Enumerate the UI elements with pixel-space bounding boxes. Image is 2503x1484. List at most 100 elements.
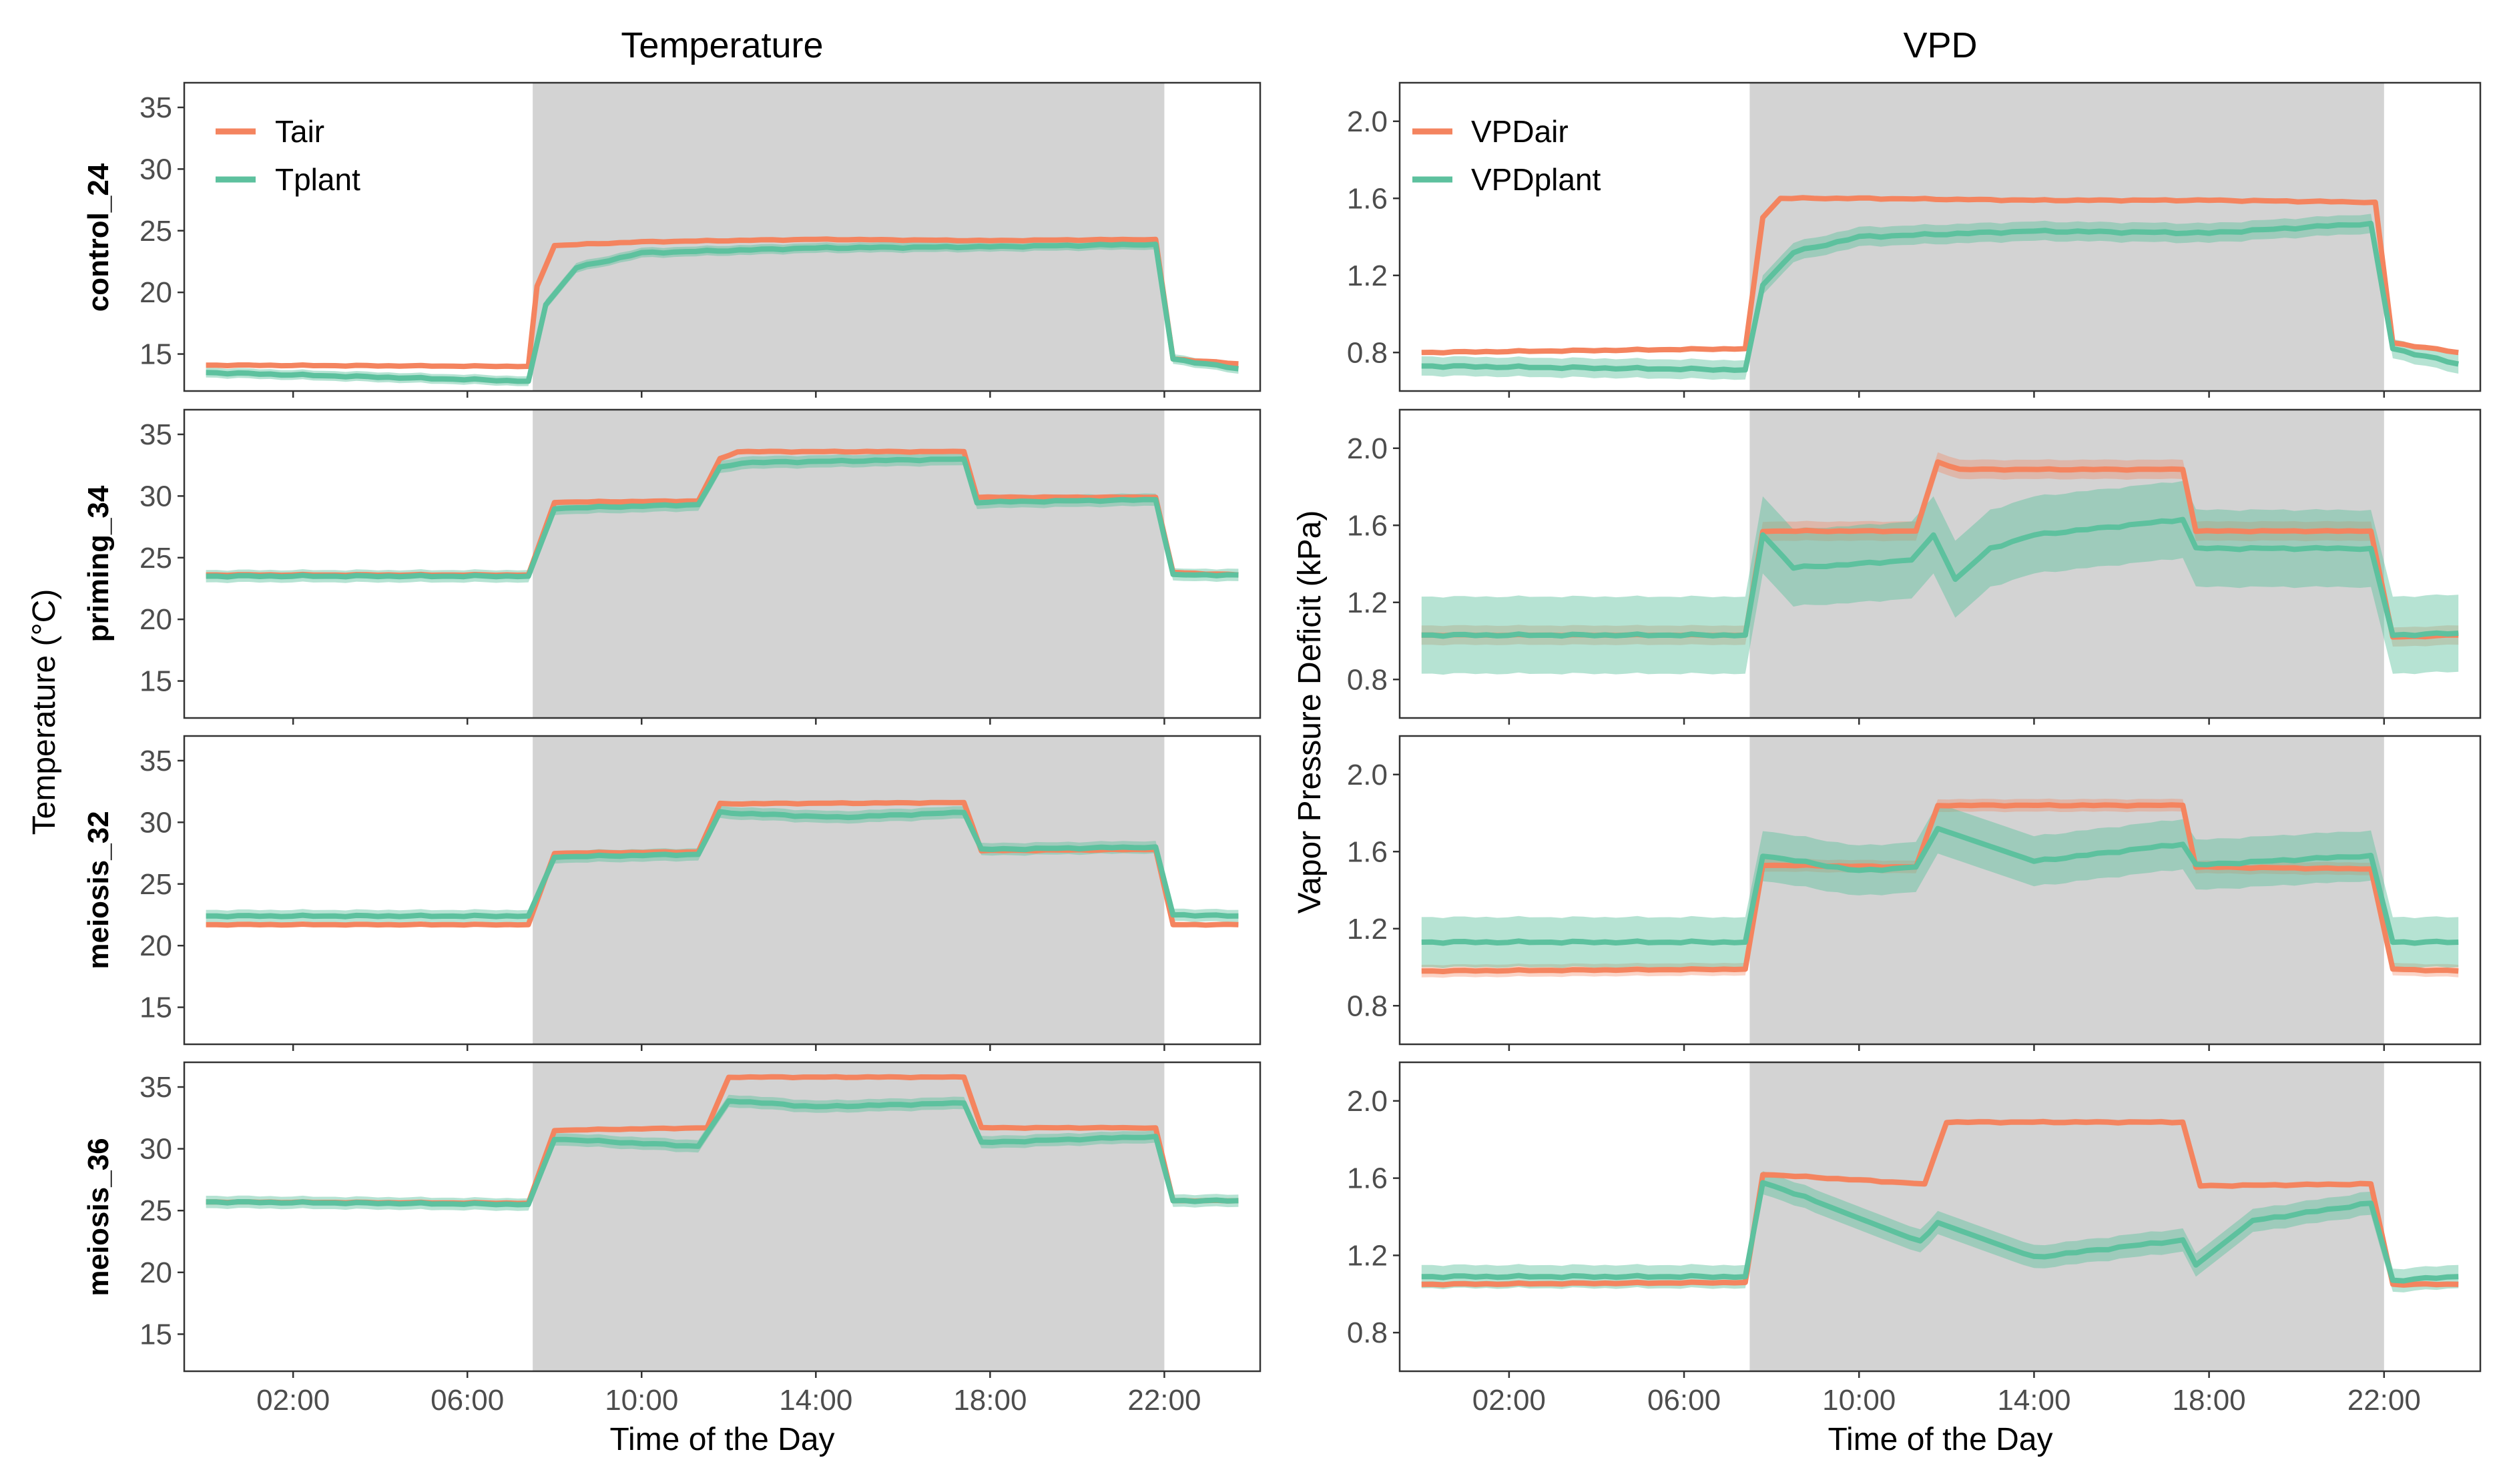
y-tick-label-temperature-meiosis_36: 35 — [140, 1071, 172, 1104]
x-tick-label-vpd: 02:00 — [1472, 1384, 1546, 1417]
series-group-vpd-priming_34 — [1421, 452, 2459, 675]
y-tick-label-vpd-priming_34: 1.6 — [1347, 509, 1388, 542]
panel-border-vpd-priming_34 — [1398, 408, 2482, 719]
line-vpdair-control_24 — [1421, 195, 2459, 356]
row-label-meiosis_32: meiosis_32 — [82, 811, 115, 969]
y-tick-label-temperature-meiosis_32: 20 — [140, 930, 172, 962]
y-tick-label-vpd-priming_34: 0.8 — [1347, 663, 1388, 696]
y-tick-label-vpd-meiosis_32: 2.0 — [1347, 759, 1388, 791]
shaded-period-temperature-control_24 — [533, 83, 1165, 391]
panel-border-vpd-meiosis_36 — [1398, 1061, 2482, 1373]
y-tick-label-temperature-control_24: 35 — [140, 91, 172, 124]
shaded-period-temperature-meiosis_32 — [533, 736, 1165, 1044]
y-tick-label-temperature-priming_34: 15 — [140, 665, 172, 698]
legend-vpd: VPDair VPDplant — [1412, 114, 1601, 197]
line-vpdplant-meiosis_36 — [1421, 1180, 2459, 1284]
y-tick-label-temperature-priming_34: 30 — [140, 480, 172, 512]
panel-border-temperature-meiosis_36 — [183, 1061, 1262, 1373]
x-tick-label-vpd: 14:00 — [1997, 1384, 2070, 1417]
y-tick-label-vpd-meiosis_36: 1.6 — [1347, 1162, 1388, 1195]
y-tick-label-vpd-control_24: 0.8 — [1347, 336, 1388, 369]
y-tick-label-temperature-meiosis_36: 20 — [140, 1256, 172, 1289]
band-tplant-meiosis_32 — [206, 805, 1239, 923]
y-tick-label-vpd-meiosis_36: 2.0 — [1347, 1085, 1388, 1118]
y-tick-label-temperature-control_24: 20 — [140, 276, 172, 309]
y-tick-label-temperature-meiosis_32: 25 — [140, 868, 172, 901]
band-tplant-meiosis_36 — [206, 1094, 1239, 1211]
series-group-vpd-control_24 — [1421, 195, 2459, 380]
band-tplant-priming_34 — [206, 452, 1239, 583]
x-tick-label-temperature: 22:00 — [1127, 1384, 1201, 1417]
x-tick-label-vpd: 18:00 — [2173, 1384, 2246, 1417]
panel-border-vpd-meiosis_32 — [1398, 735, 2482, 1046]
x-tick-label-temperature: 10:00 — [605, 1384, 678, 1417]
y-axis-title-temperature: Temperature (°C) — [27, 589, 62, 835]
line-tplant-meiosis_32 — [206, 809, 1239, 919]
x-tick-label-temperature: 14:00 — [779, 1384, 852, 1417]
y-tick-label-vpd-meiosis_32: 0.8 — [1347, 990, 1388, 1022]
y-tick-label-vpd-priming_34: 2.0 — [1347, 432, 1388, 465]
row-label-control_24: control_24 — [82, 163, 115, 312]
row-label-meiosis_36: meiosis_36 — [82, 1138, 115, 1296]
column-title-temperature: Temperature — [621, 25, 823, 65]
series-group-vpd-meiosis_36 — [1421, 1118, 2459, 1292]
column-title-vpd: VPD — [1903, 25, 1977, 65]
legend-label-tplant: Tplant — [275, 162, 360, 197]
line-tair-control_24 — [206, 236, 1239, 370]
y-tick-label-temperature-control_24: 15 — [140, 338, 172, 371]
y-tick-label-temperature-meiosis_36: 15 — [140, 1318, 172, 1351]
x-axis-title-temperature: Time of the Day — [609, 1422, 834, 1457]
x-tick-label-vpd: 22:00 — [2347, 1384, 2421, 1417]
line-vpdplant-priming_34 — [1421, 516, 2459, 639]
x-tick-label-vpd: 06:00 — [1647, 1384, 1721, 1417]
legend-temperature: Tair Tplant — [216, 114, 360, 197]
line-tplant-control_24 — [206, 242, 1239, 384]
y-tick-label-temperature-control_24: 25 — [140, 215, 172, 248]
band-tplant-control_24 — [206, 239, 1239, 386]
y-tick-label-vpd-meiosis_32: 1.2 — [1347, 913, 1388, 946]
band-vpdplant-meiosis_32 — [1421, 803, 2459, 969]
shaded-period-temperature-meiosis_36 — [533, 1062, 1165, 1371]
band-vpdair-priming_34 — [1421, 452, 2459, 647]
panel-border-vpd-control_24 — [1398, 81, 2482, 392]
shaded-period-vpd-meiosis_32 — [1749, 736, 2384, 1044]
y-tick-label-temperature-meiosis_36: 25 — [140, 1194, 172, 1227]
y-tick-label-temperature-priming_34: 35 — [140, 418, 172, 451]
legend-label-vpdplant: VPDplant — [1471, 162, 1601, 197]
legend-label-tair: Tair — [275, 114, 324, 149]
y-tick-label-vpd-meiosis_36: 0.8 — [1347, 1317, 1388, 1349]
series-group-temperature-priming_34 — [206, 448, 1239, 583]
y-tick-label-temperature-meiosis_32: 15 — [140, 992, 172, 1024]
y-axis-title-vpd: Vapor Pressure Deficit (kPa) — [1292, 510, 1328, 914]
series-group-temperature-control_24 — [206, 236, 1239, 386]
line-vpdplant-meiosis_32 — [1421, 825, 2459, 946]
x-tick-label-temperature: 02:00 — [256, 1384, 330, 1417]
y-tick-label-vpd-priming_34: 1.2 — [1347, 587, 1388, 619]
line-vpdair-meiosis_36 — [1421, 1118, 2459, 1288]
panel-border-temperature-control_24 — [183, 81, 1262, 392]
series-group-temperature-meiosis_36 — [206, 1074, 1239, 1211]
row-label-priming_34: priming_34 — [82, 485, 115, 642]
y-tick-label-temperature-control_24: 30 — [140, 153, 172, 186]
y-tick-label-temperature-meiosis_32: 30 — [140, 806, 172, 839]
x-tick-label-temperature: 18:00 — [953, 1384, 1027, 1417]
x-axis-title-vpd: Time of the Day — [1828, 1422, 2052, 1457]
panels: 15 20 25 30 35 15 20 25 30 35 15 20 25 30 35 15 20 25 30 35… — [140, 81, 2482, 1417]
y-tick-label-temperature-meiosis_36: 30 — [140, 1133, 172, 1166]
line-tplant-priming_34 — [206, 456, 1239, 580]
y-tick-label-vpd-meiosis_36: 1.2 — [1347, 1239, 1388, 1272]
series-group-vpd-meiosis_32 — [1421, 798, 2459, 978]
panel-border-temperature-meiosis_32 — [183, 735, 1262, 1046]
y-tick-label-temperature-priming_34: 25 — [140, 542, 172, 575]
y-tick-label-vpd-meiosis_32: 1.6 — [1347, 835, 1388, 868]
series-group-temperature-meiosis_32 — [206, 799, 1239, 928]
x-tick-label-vpd: 10:00 — [1822, 1384, 1896, 1417]
y-tick-label-vpd-control_24: 1.6 — [1347, 182, 1388, 215]
panel-border-temperature-priming_34 — [183, 408, 1262, 719]
x-tick-label-temperature: 06:00 — [431, 1384, 504, 1417]
y-tick-label-temperature-priming_34: 20 — [140, 603, 172, 636]
line-vpdplant-control_24 — [1421, 220, 2459, 373]
y-tick-label-temperature-meiosis_32: 35 — [140, 745, 172, 777]
line-vpdair-meiosis_32 — [1421, 802, 2459, 974]
